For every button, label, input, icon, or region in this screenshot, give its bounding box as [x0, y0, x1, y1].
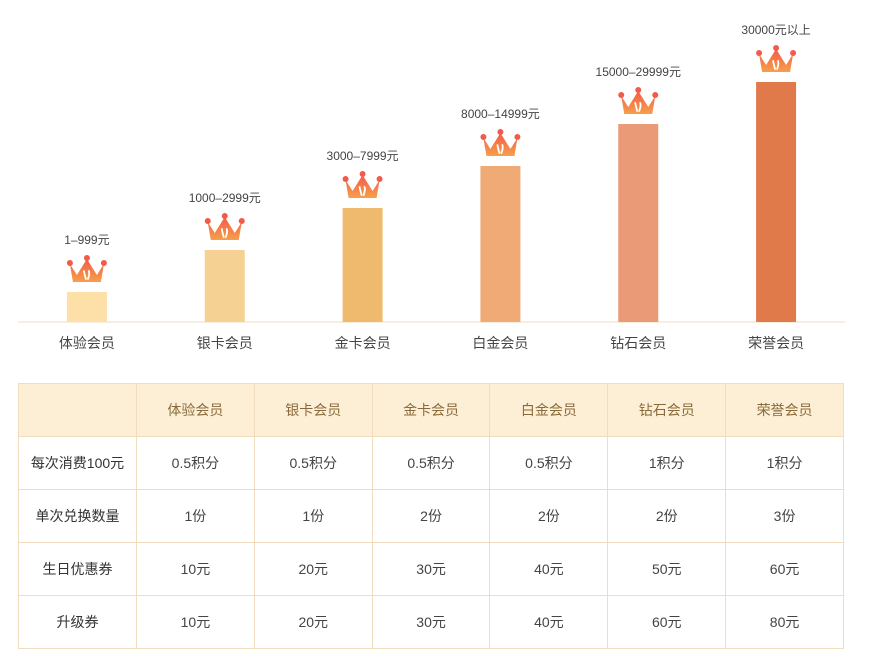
table-cell: 1份 [253, 489, 373, 543]
crown-icon [756, 45, 797, 72]
tier-range-label: 15000–29999元 [596, 65, 681, 79]
table-cell: 50元 [607, 542, 727, 596]
table-cell: 2份 [371, 489, 491, 543]
tier-category-label: 体验会员 [59, 335, 115, 351]
table-cell: 30元 [371, 542, 491, 596]
table-cell: 0.5积分 [253, 436, 373, 490]
table-header-cell: 荣誉会员 [725, 383, 844, 437]
table-cell: 1积分 [725, 436, 844, 490]
table-cell: 80元 [725, 595, 844, 649]
table-header-corner [18, 383, 137, 437]
tier-category-label: 金卡会员 [335, 335, 391, 351]
table-cell: 3份 [725, 489, 844, 543]
table-header-row: 体验会员 银卡会员 金卡会员 白金会员 钻石会员 荣誉会员 [18, 383, 844, 437]
crown-icon [342, 171, 383, 198]
tier-range-label: 1–999元 [64, 233, 109, 247]
table-cell: 60元 [725, 542, 844, 596]
table-header-cell: 银卡会员 [253, 383, 373, 437]
table-cell: 60元 [607, 595, 727, 649]
row-label: 升级券 [18, 595, 137, 649]
row-label: 单次兑换数量 [18, 489, 137, 543]
table-cell: 2份 [607, 489, 727, 543]
tier-bar [618, 124, 659, 322]
tier-benefits-table: 体验会员 银卡会员 金卡会员 白金会员 钻石会员 荣誉会员 每次消费100元 0… [18, 383, 844, 649]
tier-category-label: 钻石会员 [610, 335, 666, 351]
crown-icon [204, 213, 245, 240]
tier-range-label: 8000–14999元 [461, 107, 540, 121]
crown-icon [66, 255, 107, 282]
table-cell: 0.5积分 [371, 436, 491, 490]
table-cell: 1份 [136, 489, 255, 543]
table-cell: 0.5积分 [489, 436, 609, 490]
table-row: 单次兑换数量 1份 1份 2份 2份 2份 3份 [18, 489, 844, 543]
tier-bar [480, 166, 521, 322]
table-cell: 40元 [489, 542, 609, 596]
tier-category-label: 银卡会员 [197, 335, 253, 351]
tier-range-label: 30000元以上 [741, 23, 810, 37]
table-cell: 2份 [489, 489, 609, 543]
tier-bar [66, 292, 107, 322]
crown-icon [480, 129, 521, 156]
tier-category-label: 荣誉会员 [748, 335, 804, 351]
table-cell: 20元 [253, 595, 373, 649]
table-cell: 40元 [489, 595, 609, 649]
table-row: 生日优惠券 10元 20元 30元 40元 50元 60元 [18, 542, 844, 596]
tier-range-label: 3000–7999元 [327, 149, 399, 163]
table-cell: 1积分 [607, 436, 727, 490]
row-label: 生日优惠券 [18, 542, 137, 596]
tier-bar [756, 82, 797, 322]
table-cell: 20元 [253, 542, 373, 596]
table-header-cell: 体验会员 [136, 383, 255, 437]
table-header-cell: 金卡会员 [371, 383, 491, 437]
row-label: 每次消费100元 [18, 436, 137, 490]
tier-bar [342, 208, 383, 322]
tier-range-label: 1000–2999元 [189, 191, 261, 205]
crown-icon [618, 87, 659, 114]
tier-bar [204, 250, 245, 322]
table-cell: 30元 [371, 595, 491, 649]
table-row: 每次消费100元 0.5积分 0.5积分 0.5积分 0.5积分 1积分 1积分 [18, 436, 844, 490]
tier-category-label: 白金会员 [472, 335, 528, 351]
table-cell: 10元 [136, 542, 255, 596]
table-cell: 0.5积分 [136, 436, 255, 490]
table-cell: 10元 [136, 595, 255, 649]
table-row: 升级券 10元 20元 30元 40元 60元 80元 [18, 595, 844, 649]
table-header-cell: 白金会员 [489, 383, 609, 437]
table-header-cell: 钻石会员 [607, 383, 727, 437]
